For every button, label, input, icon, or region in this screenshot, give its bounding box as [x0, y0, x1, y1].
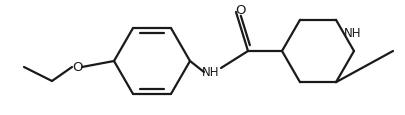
Text: O: O — [72, 61, 82, 74]
Text: NH: NH — [344, 27, 362, 39]
Text: NH: NH — [202, 66, 220, 79]
Text: O: O — [236, 3, 246, 16]
